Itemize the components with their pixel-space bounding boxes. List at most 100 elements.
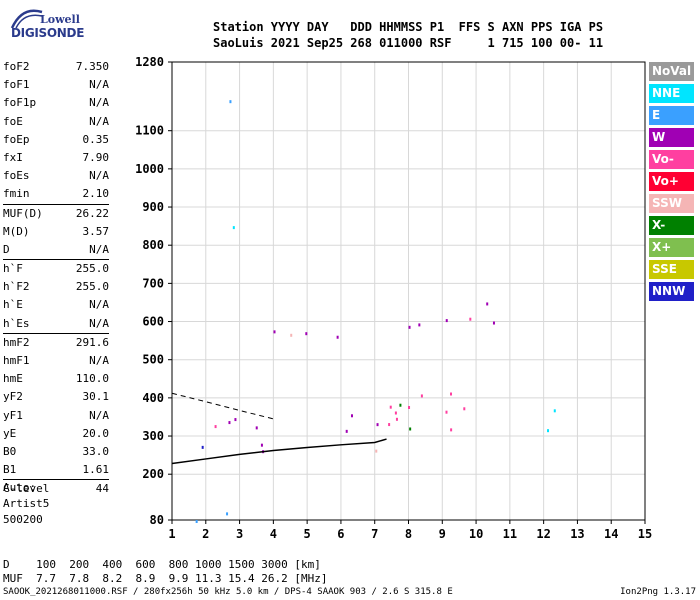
y-tick-label: 300 [142,429,164,443]
param-row: foE N/A [3,113,109,131]
param-row: h`E N/A [3,296,109,314]
param-name: MUF(D) [3,206,43,220]
x-tick-label: 1 [168,527,175,541]
param-value: N/A [89,114,109,128]
y-tick-label: 400 [142,391,164,405]
echo-point [418,323,421,327]
y-tick-label: 1100 [135,124,164,138]
x-tick-label: 5 [304,527,311,541]
param-name: h`Es [3,316,30,330]
param-name: foEp [3,132,30,146]
param-value: 255.0 [75,280,109,294]
param-value: N/A [89,408,109,422]
logo-digisonde: DIGISONDE [11,26,85,40]
x-tick-label: 7 [371,527,378,541]
echo-point [409,427,412,431]
legend-item: E [649,106,694,125]
legend-item: Vo+ [649,172,694,191]
param-value: 1.61 [82,463,110,477]
polarization-legend: NoVal NNE E W Vo- Vo+ SSW X- X+ SSE NNW [649,62,694,304]
param-name: fmin [3,187,30,201]
param-value: 30.1 [82,390,110,404]
param-row: foF1 N/A [3,76,109,94]
trace-curve [171,392,274,420]
param-row: foEp 0.35 [3,131,109,149]
legend-item: NoVal [649,62,694,81]
echo-point [394,411,397,415]
param-row: C-level 44 [3,480,109,498]
legend-item: Vo- [649,150,694,169]
param-name: h`E [3,298,23,312]
legend-item: X- [649,216,694,235]
echo-point [290,333,293,337]
param-name: h`F2 [3,280,30,294]
muf-table: D 100 200 400 600 800 1000 1500 3000 [km… [3,558,328,586]
param-value: N/A [89,316,109,330]
x-tick-label: 10 [469,527,483,541]
param-value: 2.10 [82,187,110,201]
y-tick-label: 200 [142,467,164,481]
station-header: Station YYYY DAY DDD HHMMSS P1 FFS S AXN… [213,19,603,51]
echo-point [234,418,237,422]
param-value: 7.350 [75,60,109,73]
param-value: 7.90 [82,150,110,164]
echo-point [350,414,353,418]
auto-code: 500200 [3,513,43,526]
isolated-echo [492,321,495,325]
x-tick-label: 6 [337,527,344,541]
isolated-echo [232,226,235,230]
x-tick-label: 9 [439,527,446,541]
version-label: Ion2Png 1.3.17 [620,587,696,597]
param-value: N/A [89,78,109,92]
legend-item: X+ [649,238,694,257]
y-tick-label: 80 [150,513,164,527]
logo-arc-icon [10,9,43,29]
profile-curve [171,438,387,465]
echo-point [463,407,466,411]
param-row: B1 1.61 [3,461,109,479]
echo-point [450,392,453,396]
legend-item: NNW [649,282,694,301]
param-value: 33.0 [82,444,110,458]
param-name: yF1 [3,408,23,422]
param-row: hmF1 N/A [3,352,109,370]
isolated-echo [553,409,556,413]
echo-point [445,319,448,323]
param-name: h`F [3,262,23,276]
x-tick-label: 12 [536,527,550,541]
echo-point [420,394,423,398]
isolated-echo [195,520,198,523]
param-name: yF2 [3,390,23,404]
x-tick-label: 15 [638,527,652,541]
echo-point [399,403,402,407]
param-name: hmE [3,372,23,386]
autoscaling-info: Auto: Artist5 500200 [3,480,49,528]
logo-lowell: Lowell [40,13,80,26]
distance-row: D 100 200 400 600 800 1000 1500 3000 [km… [3,558,321,571]
param-value: 26.22 [75,206,109,220]
param-name: foE [3,114,23,128]
auto-program: Artist5 [3,497,50,510]
param-value: 255.0 [75,262,109,276]
auto-label: Auto: [3,481,37,494]
y-tick-label: 1280 [135,55,164,69]
param-name: foF1p [3,96,37,110]
param-name: hmF1 [3,354,30,367]
echo-point [375,449,378,453]
param-row: hmF2 291.6 [3,334,109,352]
x-tick-label: 2 [202,527,209,541]
echo-point [345,429,348,433]
param-name: yE [3,426,17,440]
echo-point [408,325,411,329]
y-tick-label: 700 [142,276,164,290]
x-tick-label: 11 [503,527,517,541]
x-tick-label: 8 [405,527,412,541]
param-row: yF1 N/A [3,407,109,425]
param-name: M(D) [3,224,30,238]
header-line-1: Station YYYY DAY DDD HHMMSS P1 FFS S AXN… [213,20,604,34]
param-row: yE 20.0 [3,425,109,443]
echo-point [376,423,379,427]
param-name: foF2 [3,60,30,73]
echo-point [273,330,276,334]
